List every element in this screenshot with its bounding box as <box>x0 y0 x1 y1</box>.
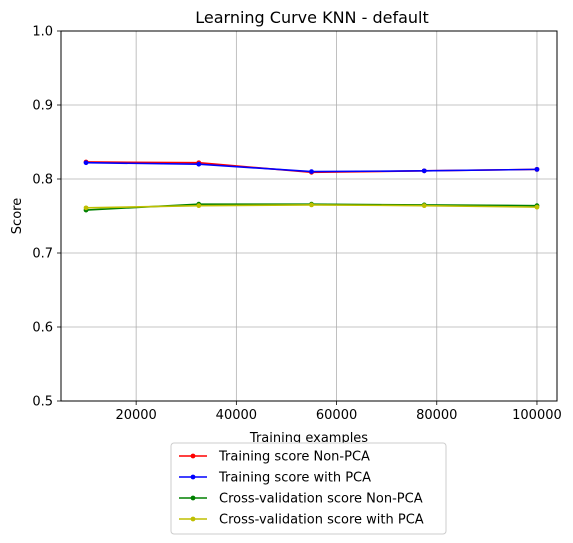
chart-title: Learning Curve KNN - default <box>195 8 429 27</box>
legend-label: Training score with PCA <box>218 471 371 486</box>
legend-item: Training score Non-PCA <box>179 450 370 465</box>
x-axis-label: Training examples <box>249 431 368 446</box>
y-tick-label: 1.0 <box>32 25 53 40</box>
legend-item: Cross-validation score Non-PCA <box>179 492 423 507</box>
y-tick-label: 0.6 <box>32 321 53 336</box>
data-point <box>83 160 89 166</box>
data-point <box>421 168 427 174</box>
y-tick-label: 0.8 <box>32 173 53 188</box>
legend-marker <box>190 495 196 501</box>
legend-marker <box>190 474 196 480</box>
y-tick-label: 0.7 <box>32 247 53 262</box>
x-tick-label: 100000 <box>512 408 562 423</box>
y-axis-label: Score <box>10 198 25 234</box>
data-point <box>534 204 540 210</box>
series-group <box>83 159 540 213</box>
series-2 <box>83 160 540 175</box>
legend-label: Cross-validation score with PCA <box>219 513 424 528</box>
data-point <box>83 205 89 211</box>
legend-marker <box>190 453 196 459</box>
y-axis-ticks: 0.5 0.6 0.7 0.8 0.9 1.0 <box>32 25 61 410</box>
legend-label: Cross-validation score Non-PCA <box>219 492 423 507</box>
x-tick-label: 40000 <box>216 408 257 423</box>
data-point <box>196 203 202 209</box>
legend-marker <box>190 516 196 522</box>
x-tick-label: 80000 <box>416 408 457 423</box>
data-point <box>534 166 540 172</box>
data-point <box>309 202 314 208</box>
grid-lines <box>61 30 557 402</box>
legend-item: Cross-validation score with PCA <box>179 513 424 528</box>
x-tick-label: 60000 <box>316 408 357 423</box>
legend-box <box>170 442 447 535</box>
data-point <box>309 169 314 175</box>
y-tick-label: 0.5 <box>32 395 53 410</box>
x-axis-ticks: 20000 40000 60000 80000 100000 <box>115 401 562 423</box>
legend: Training score Non-PCA Training score wit… <box>170 442 447 535</box>
x-tick-label: 20000 <box>115 408 156 423</box>
plot-area-frame <box>60 30 558 402</box>
y-tick-label: 0.9 <box>32 99 53 114</box>
data-point <box>421 203 427 209</box>
legend-item: Training score with PCA <box>179 471 371 486</box>
data-point <box>196 161 202 167</box>
legend-label: Training score Non-PCA <box>218 450 370 465</box>
series-4 <box>83 202 540 211</box>
